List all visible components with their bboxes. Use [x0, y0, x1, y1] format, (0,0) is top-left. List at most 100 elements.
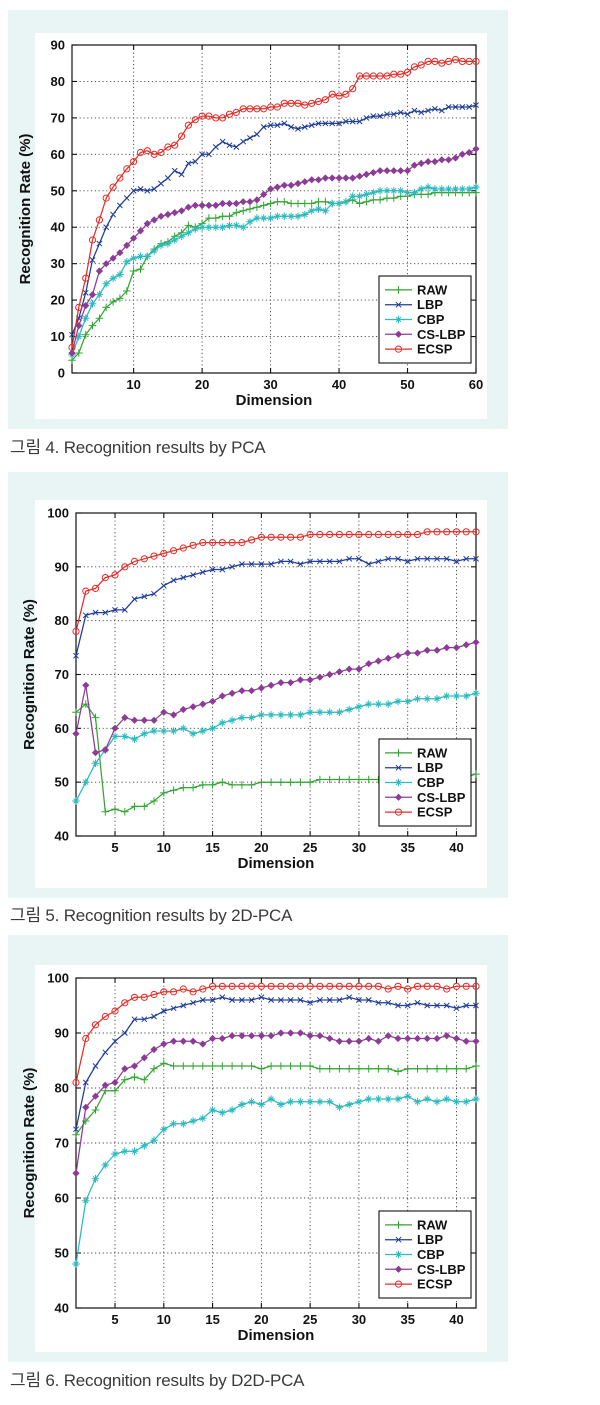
- svg-text:100: 100: [47, 506, 69, 521]
- svg-text:80: 80: [51, 74, 65, 89]
- svg-text:40: 40: [55, 829, 69, 844]
- legend-label-raw: RAW: [417, 745, 448, 760]
- legend-label-raw: RAW: [417, 282, 448, 297]
- svg-text:100: 100: [47, 971, 69, 986]
- svg-text:25: 25: [303, 840, 317, 855]
- y-axis-label: Recognition Rate (%): [21, 1068, 38, 1219]
- svg-text:10: 10: [157, 840, 171, 855]
- svg-text:30: 30: [51, 256, 65, 271]
- y-axis-label: Recognition Rate (%): [17, 134, 34, 285]
- d2d-pca-recognition-chart: 5 10 15 20 25 30 35 40 40 50 60 70 80 90 100 Dimension R…: [21, 965, 487, 1352]
- circle-markers: [72, 982, 480, 1087]
- svg-text:70: 70: [51, 110, 65, 125]
- pca-recognition-chart: 10 20 30 40 50 60 0 10 20 30 40 50 60 70 80 90 Dimension…: [17, 33, 487, 419]
- svg-text:90: 90: [55, 559, 69, 574]
- legend-label-ecsp: ECSP: [417, 805, 453, 820]
- x-axis-label: Dimension: [238, 855, 315, 872]
- grid-lines: [76, 513, 476, 836]
- svg-text:90: 90: [51, 38, 65, 53]
- legend-label-lbp: LBP: [417, 297, 443, 312]
- svg-text:60: 60: [51, 147, 65, 162]
- legend-label-cs-lbp: CS-LBP: [417, 790, 466, 805]
- svg-text:5: 5: [111, 1312, 118, 1327]
- legend-label-raw: RAW: [417, 1217, 448, 1232]
- svg-text:10: 10: [126, 377, 140, 392]
- figure-panel-pca: 10 20 30 40 50 60 0 10 20 30 40 50 60 70 80 90 Dimension…: [8, 10, 508, 429]
- legend-label-cs-lbp: CS-LBP: [417, 1262, 466, 1277]
- y-axis-label: Recognition Rate (%): [21, 599, 38, 750]
- svg-text:50: 50: [55, 1246, 69, 1261]
- diamond-markers: [72, 1029, 480, 1177]
- svg-text:20: 20: [254, 840, 268, 855]
- tick-labels: 5 10 15 20 25 30 35 40 40 50 60 70 80 90 100: [47, 971, 463, 1328]
- series-lbp: [73, 994, 479, 1133]
- x-markers: [73, 555, 479, 659]
- svg-text:40: 40: [449, 1312, 463, 1327]
- figure-panel-2d-pca: 5 10 15 20 25 30 35 40 40 50 60 70 80 90 100 Dimension R…: [8, 472, 508, 898]
- svg-text:15: 15: [205, 840, 219, 855]
- series-lbp: [69, 102, 479, 338]
- tick-marks: [72, 44, 477, 374]
- series-ecsp: [72, 528, 480, 635]
- svg-text:70: 70: [55, 667, 69, 682]
- svg-text:10: 10: [51, 329, 65, 344]
- legend-label-cbp: CBP: [417, 312, 445, 327]
- star-markers: [72, 689, 480, 805]
- svg-text:20: 20: [254, 1312, 268, 1327]
- svg-text:35: 35: [400, 1312, 414, 1327]
- star-markers: [72, 1092, 480, 1268]
- x-markers: [73, 994, 479, 1133]
- legend-label-cbp: CBP: [417, 775, 445, 790]
- svg-text:0: 0: [58, 366, 65, 381]
- svg-text:15: 15: [205, 1312, 219, 1327]
- series-ecsp: [72, 982, 480, 1087]
- series-cs-lbp: [68, 145, 480, 357]
- svg-text:90: 90: [55, 1026, 69, 1041]
- svg-text:35: 35: [400, 840, 414, 855]
- circle-markers: [72, 528, 480, 635]
- svg-text:60: 60: [55, 721, 69, 736]
- svg-text:40: 40: [51, 220, 65, 235]
- legend-label-ecsp: ECSP: [417, 1277, 453, 1292]
- legend-label-lbp: LBP: [417, 760, 443, 775]
- circle-markers: [68, 56, 480, 352]
- figure-caption-d2d-pca: 그림 6. Recognition results by D2D-PCA: [10, 1371, 305, 1390]
- figure-panel-d2d-pca: 5 10 15 20 25 30 35 40 40 50 60 70 80 90 100 Dimension R…: [8, 935, 508, 1362]
- svg-text:40: 40: [55, 1301, 69, 1316]
- grid-lines: [72, 45, 476, 373]
- svg-text:10: 10: [157, 1312, 171, 1327]
- svg-text:30: 30: [263, 377, 277, 392]
- legend-label-ecsp: ECSP: [417, 342, 453, 357]
- svg-text:80: 80: [55, 1081, 69, 1096]
- series-cs-lbp: [72, 638, 480, 757]
- svg-text:20: 20: [195, 377, 209, 392]
- svg-text:50: 50: [55, 775, 69, 790]
- svg-text:40: 40: [449, 840, 463, 855]
- legend-label-cs-lbp: CS-LBP: [417, 327, 466, 342]
- legend-label-cbp: CBP: [417, 1247, 445, 1262]
- series-cs-lbp: [72, 1029, 480, 1177]
- axes-box: [71, 44, 477, 374]
- tick-marks: [76, 977, 476, 1309]
- series-cbp: [72, 1092, 480, 1268]
- 2d-pca-recognition-chart: 5 10 15 20 25 30 35 40 40 50 60 70 80 90 100 Dimension R…: [21, 500, 487, 888]
- svg-text:40: 40: [332, 377, 346, 392]
- series-cbp: [72, 689, 480, 805]
- tick-labels: 10 20 30 40 50 60 0 10 20 30 40 50 60 70 80 90: [51, 38, 484, 393]
- x-axis-label: Dimension: [236, 392, 313, 409]
- svg-text:50: 50: [51, 183, 65, 198]
- svg-text:70: 70: [55, 1136, 69, 1151]
- svg-text:30: 30: [352, 840, 366, 855]
- figure-caption-2d-pca: 그림 5. Recognition results by 2D-PCA: [10, 906, 293, 925]
- svg-text:50: 50: [400, 377, 414, 392]
- svg-text:30: 30: [352, 1312, 366, 1327]
- series-ecsp: [68, 56, 480, 352]
- plus-markers: [72, 1059, 480, 1139]
- svg-text:5: 5: [111, 840, 118, 855]
- diamond-markers: [72, 638, 480, 757]
- series-lbp: [73, 555, 479, 659]
- svg-text:25: 25: [303, 1312, 317, 1327]
